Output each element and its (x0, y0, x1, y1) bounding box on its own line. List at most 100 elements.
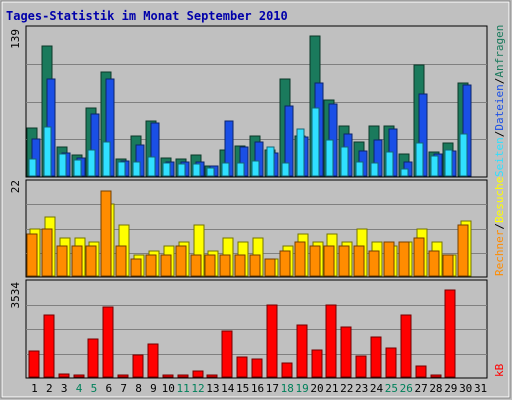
top-bar-seiten-day-8 (132, 161, 141, 177)
top-bar-seiten-day-9 (147, 156, 156, 177)
top-bar-seiten-day-4 (73, 159, 82, 177)
middle-bar-rechner-day-13 (204, 254, 216, 277)
x-tick-label: 8 (135, 382, 142, 395)
middle-bar-rechner-day-15 (234, 254, 246, 277)
x-tick-label: 24 (370, 382, 384, 395)
x-tick-label: 21 (325, 382, 338, 395)
top-bar-seiten-day-20 (311, 107, 320, 177)
top-bar-seiten-day-21 (325, 139, 334, 177)
legend-entry: Anfragen (493, 25, 506, 78)
middle-bar-rechner-day-22 (338, 245, 350, 277)
middle-bar-rechner-day-19 (294, 241, 306, 277)
middle-bar-rechner-day-6 (100, 190, 112, 277)
x-tick-label: 18 (281, 382, 294, 395)
middle-bar-rechner-day-10 (160, 254, 172, 277)
top-bar-seiten-day-26 (400, 168, 409, 177)
top-bar-seiten-day-12 (192, 163, 201, 177)
legend-entry: Rechner (493, 229, 506, 276)
middle-bar-rechner-day-4 (71, 245, 83, 277)
top-bar-seiten-day-6 (102, 141, 111, 177)
chart-title: Tages-Statistik im Monat September 2010 (6, 9, 288, 23)
middle-bar-rechner-day-24 (368, 250, 380, 277)
middle-bar-rechner-day-11 (175, 245, 187, 277)
top-bar-seiten-day-7 (117, 161, 126, 177)
bottom-bar-kb-day-7 (117, 374, 129, 378)
top-bar-seiten-day-18 (281, 162, 290, 177)
x-tick-label: 27 (414, 382, 427, 395)
x-tick-label: 5 (91, 382, 98, 395)
middle-bar-rechner-day-16 (249, 254, 261, 277)
x-tick-label: 17 (266, 382, 279, 395)
bottom-bar-kb-day-2 (43, 314, 55, 378)
legend-entry: Besuche (493, 177, 506, 223)
middle-bar-rechner-day-8 (130, 258, 142, 277)
middle-panel-legend: Rechner/Besuche (493, 177, 506, 276)
middle-bar-rechner-day-27 (413, 237, 425, 277)
middle-bar-rechner-day-26 (398, 241, 410, 277)
bottom-bar-kb-day-13 (206, 374, 218, 378)
bottom-bar-kb-day-17 (266, 304, 278, 378)
legend-entry: / (493, 223, 506, 230)
bottom-bar-kb-day-3 (58, 373, 70, 378)
bottom-bar-kb-day-28 (430, 374, 442, 378)
bottom-bar-kb-day-9 (147, 343, 159, 378)
middle-bar-rechner-day-2 (41, 228, 53, 277)
x-tick-label: 22 (340, 382, 353, 395)
bottom-bar-kb-day-1 (28, 350, 40, 378)
x-tick-label: 13 (206, 382, 219, 395)
bottom-bar-kb-day-14 (221, 330, 233, 378)
legend-entry: kB (493, 363, 506, 377)
bottom-bar-kb-day-6 (102, 306, 114, 378)
x-tick-label: 16 (251, 382, 264, 395)
middle-bar-rechner-day-12 (190, 254, 202, 277)
bottom-bar-kb-day-22 (340, 326, 352, 378)
middle-bar-rechner-day-21 (323, 245, 335, 277)
bottom-panel-max-label: 3534 (9, 282, 22, 309)
middle-bar-rechner-day-18 (279, 250, 291, 277)
top-bar-seiten-day-14 (221, 162, 230, 177)
bottom-bar-kb-day-20 (311, 349, 323, 378)
x-tick-label: 2 (46, 382, 53, 395)
x-tick-label: 9 (150, 382, 157, 395)
middle-bar-rechner-day-3 (56, 245, 68, 277)
middle-bar-rechner-day-9 (145, 254, 157, 277)
bottom-bar-kb-day-27 (415, 365, 427, 378)
legend-entry: / (493, 131, 506, 138)
bottom-bar-kb-day-16 (251, 358, 263, 378)
bottom-panel (25, 279, 488, 379)
top-bar-seiten-day-22 (340, 146, 349, 177)
x-tick-label: 20 (310, 382, 323, 395)
bottom-bar-kb-day-19 (296, 324, 308, 378)
middle-bar-rechner-day-30 (457, 224, 469, 277)
top-bar-seiten-day-13 (206, 167, 215, 177)
x-tick-label: 30 (459, 382, 472, 395)
bottom-series-kb (28, 289, 456, 378)
top-series-seiten (28, 107, 468, 177)
top-bar-seiten-day-23 (355, 161, 364, 177)
bottom-bar-kb-day-21 (325, 304, 337, 378)
top-bar-seiten-day-10 (162, 162, 171, 177)
x-tick-label: 23 (355, 382, 368, 395)
top-bar-seiten-day-30 (459, 133, 468, 177)
top-bar-seiten-day-29 (444, 149, 453, 177)
middle-bar-rechner-day-28 (428, 250, 440, 277)
x-tick-label: 6 (105, 382, 112, 395)
top-bar-seiten-day-11 (177, 163, 186, 177)
x-tick-label: 15 (236, 382, 249, 395)
top-bar-seiten-day-16 (251, 160, 260, 177)
top-panel-legend: Seiten/Dateien/Anfragen (493, 25, 506, 177)
x-tick-label: 12 (191, 382, 204, 395)
top-bar-seiten-day-15 (236, 162, 245, 177)
top-bar-seiten-day-3 (58, 153, 67, 177)
top-panel (25, 25, 488, 178)
x-tick-label: 3 (61, 382, 68, 395)
x-axis-day-labels: 1 2 3 4 5 6 7 8 9 10 11 12 13 14 15 16 17 18 19 20 21 22 23 24 2… (31, 382, 487, 395)
middle-bar-rechner-day-7 (115, 245, 127, 277)
middle-series-rechner (26, 190, 469, 277)
bottom-bar-kb-day-11 (177, 374, 189, 378)
bottom-bar-kb-day-8 (132, 354, 144, 378)
bottom-bar-kb-day-10 (162, 374, 174, 378)
x-tick-label: 10 (162, 382, 175, 395)
legend-middle-text: Rechner/Besuche (493, 177, 506, 276)
